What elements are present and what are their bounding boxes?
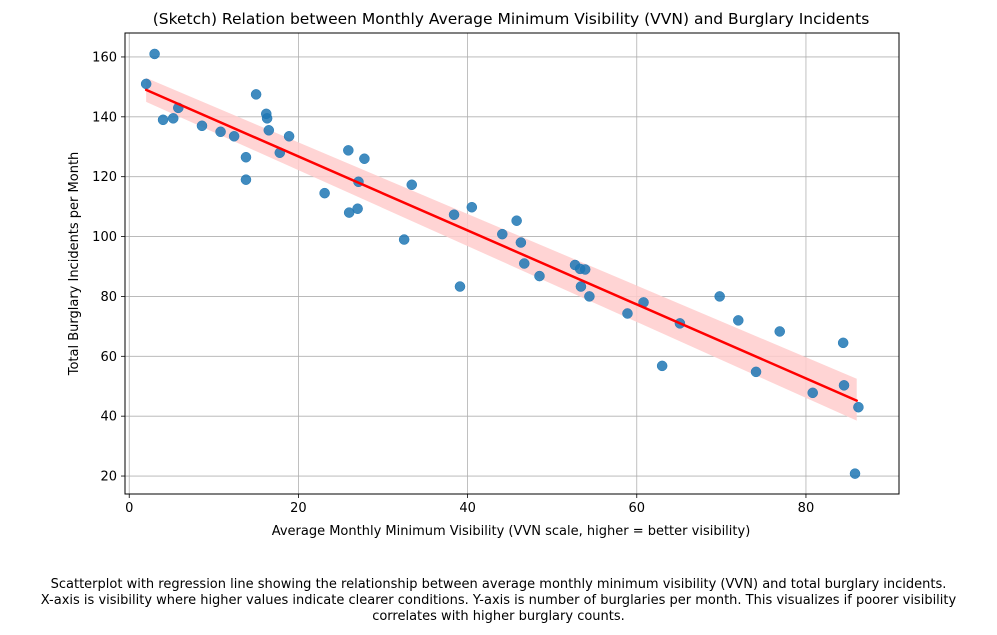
data-point [534, 270, 545, 282]
data-point [750, 366, 762, 378]
data-point [515, 237, 527, 248]
data-point [497, 228, 508, 240]
data-point [261, 113, 273, 124]
data-point [733, 315, 744, 326]
y-tick-label: 140 [92, 110, 117, 125]
x-tick-label: 40 [459, 501, 476, 516]
data-point [849, 468, 861, 479]
data-point [519, 258, 530, 269]
caption-line-1: Scatterplot with regression line showing… [50, 577, 947, 592]
data-point [167, 113, 179, 124]
y-tick-label: 40 [100, 410, 117, 425]
data-point [406, 179, 418, 191]
data-point [263, 125, 275, 136]
data-point [343, 145, 354, 156]
y-tick-label: 120 [92, 170, 117, 185]
x-tick-label: 20 [290, 501, 307, 516]
y-tick-label: 100 [92, 230, 117, 245]
data-point [807, 387, 818, 399]
scatter-points [140, 48, 864, 479]
data-point [398, 234, 410, 245]
grid-lines [125, 33, 899, 494]
x-axis-ticks: 0 20 40 60 80 [125, 494, 814, 516]
data-point [228, 131, 240, 142]
data-point [240, 151, 252, 163]
data-point [359, 153, 370, 164]
data-point [774, 326, 785, 337]
y-tick-label: 60 [100, 350, 117, 365]
confidence-band [146, 77, 857, 421]
data-point [196, 120, 208, 132]
y-tick-label: 20 [100, 470, 117, 485]
data-point [622, 308, 633, 319]
x-tick-label: 60 [628, 501, 645, 516]
chart-title: (Sketch) Relation between Monthly Averag… [153, 10, 870, 28]
data-point [656, 360, 668, 372]
data-point [250, 89, 262, 100]
data-point [837, 337, 849, 349]
confidence-band-layer [146, 77, 857, 421]
y-axis-label: Total Burglary Incidents per Month [67, 152, 82, 377]
caption-line-3: correlates with higher burglary counts. [372, 609, 625, 624]
data-point [584, 291, 595, 302]
x-tick-label: 0 [125, 501, 133, 516]
x-tick-label: 80 [798, 501, 815, 516]
data-point [466, 201, 478, 213]
x-axis-label: Average Monthly Minimum Visibility (VVN … [272, 524, 751, 539]
data-point [838, 380, 850, 391]
data-point [215, 126, 226, 138]
plot-frame [124, 32, 900, 495]
data-point [579, 264, 591, 275]
caption-line-2: X-axis is visibility where higher values… [40, 593, 957, 608]
data-point [575, 281, 587, 292]
data-point [319, 187, 330, 199]
data-point [140, 78, 152, 90]
regression-line-layer [144, 88, 858, 402]
data-point [240, 174, 252, 185]
data-point [511, 215, 522, 226]
data-point [853, 401, 864, 413]
y-tick-label: 80 [100, 290, 117, 305]
y-axis-ticks: 20 40 60 80 100 120 140 160 [92, 50, 125, 485]
y-tick-label: 160 [92, 50, 117, 65]
data-point [454, 281, 466, 292]
data-point [283, 131, 295, 142]
data-point [448, 209, 460, 220]
data-point [352, 203, 363, 214]
regression-line [144, 88, 858, 402]
figure-caption: Scatterplot with regression line showing… [0, 577, 997, 625]
data-point [157, 114, 169, 126]
data-point [714, 291, 725, 302]
data-point [149, 48, 160, 60]
